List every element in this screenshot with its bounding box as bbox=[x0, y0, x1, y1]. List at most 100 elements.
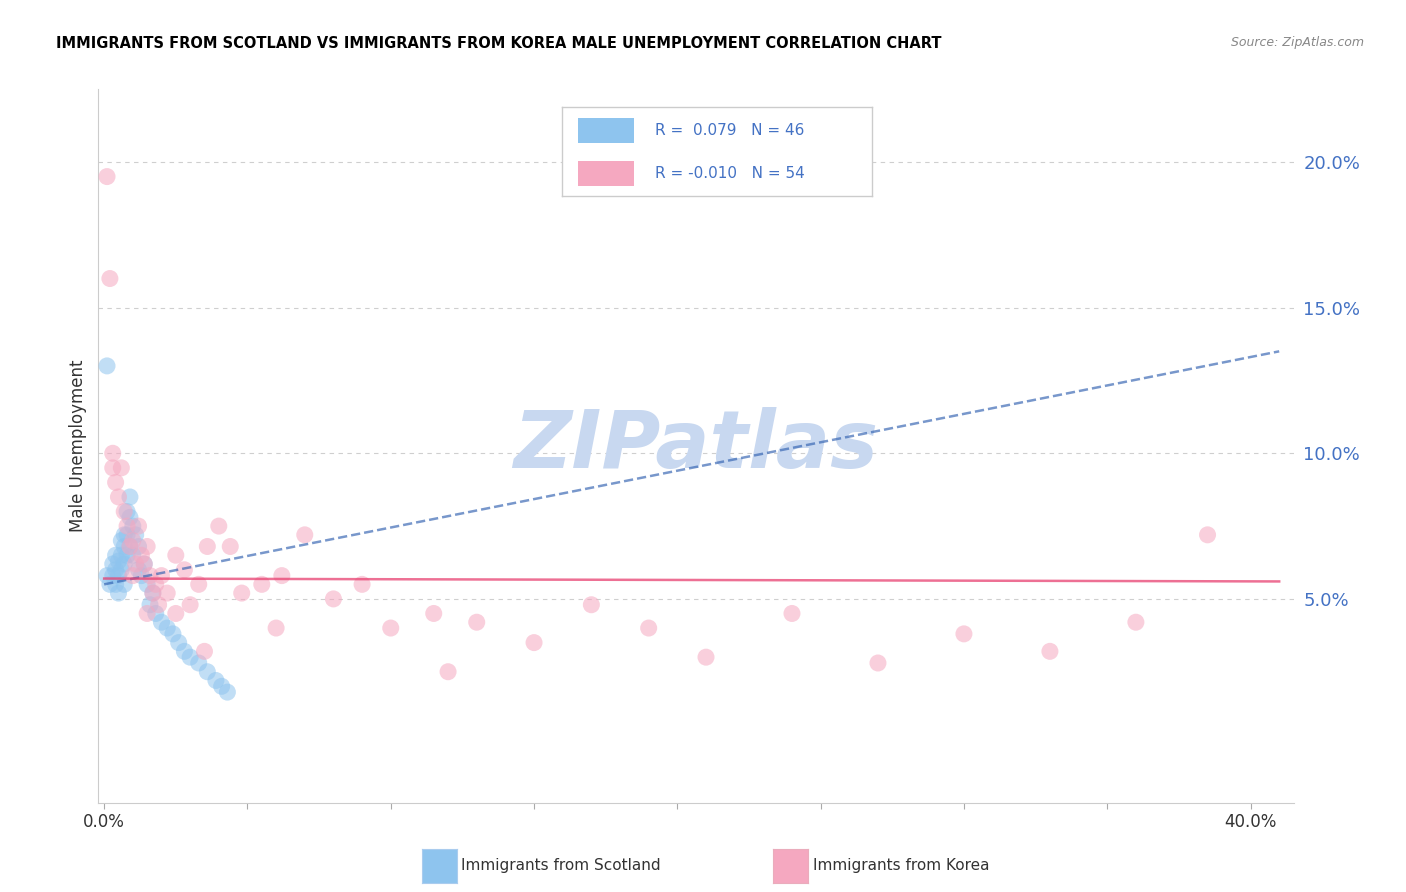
Point bbox=[107, 586, 129, 600]
Point bbox=[112, 577, 135, 591]
Point bbox=[422, 607, 444, 621]
Point bbox=[124, 557, 146, 571]
Point bbox=[128, 519, 150, 533]
Point bbox=[136, 577, 159, 591]
Point bbox=[136, 540, 159, 554]
Point bbox=[953, 627, 976, 641]
Point bbox=[205, 673, 228, 688]
Point bbox=[148, 598, 170, 612]
Point bbox=[134, 557, 156, 571]
Text: Immigrants from Korea: Immigrants from Korea bbox=[813, 858, 990, 872]
Point bbox=[270, 568, 292, 582]
Point bbox=[101, 460, 124, 475]
Point bbox=[780, 607, 803, 621]
Point bbox=[217, 685, 239, 699]
Point bbox=[104, 577, 127, 591]
Point bbox=[131, 548, 153, 562]
Point bbox=[115, 519, 138, 533]
Point bbox=[115, 504, 138, 518]
Point bbox=[523, 635, 546, 649]
Point bbox=[142, 586, 165, 600]
Point bbox=[380, 621, 402, 635]
Point bbox=[104, 475, 127, 490]
Point bbox=[112, 540, 135, 554]
Point bbox=[98, 271, 121, 285]
Point bbox=[1039, 644, 1062, 658]
Point bbox=[264, 621, 287, 635]
FancyBboxPatch shape bbox=[578, 161, 634, 186]
Point bbox=[124, 528, 146, 542]
Point bbox=[167, 635, 190, 649]
Point bbox=[107, 554, 129, 568]
Point bbox=[250, 577, 273, 591]
Point bbox=[128, 563, 150, 577]
Point bbox=[173, 644, 195, 658]
Point bbox=[165, 548, 187, 562]
Point bbox=[165, 607, 187, 621]
Point bbox=[208, 519, 231, 533]
Text: Immigrants from Scotland: Immigrants from Scotland bbox=[461, 858, 661, 872]
Point bbox=[294, 528, 316, 542]
Text: Source: ZipAtlas.com: Source: ZipAtlas.com bbox=[1230, 36, 1364, 49]
Point bbox=[98, 577, 121, 591]
Point bbox=[118, 540, 141, 554]
Point bbox=[179, 650, 201, 665]
Point bbox=[322, 591, 344, 606]
Point bbox=[121, 533, 143, 548]
Point bbox=[101, 557, 124, 571]
Point bbox=[121, 568, 143, 582]
Point bbox=[107, 568, 129, 582]
Point bbox=[211, 679, 233, 693]
Point bbox=[101, 446, 124, 460]
Point bbox=[187, 656, 209, 670]
Point bbox=[110, 563, 132, 577]
Point bbox=[139, 598, 162, 612]
Point bbox=[115, 548, 138, 562]
Point bbox=[1125, 615, 1147, 630]
Point bbox=[219, 540, 242, 554]
Point bbox=[1197, 528, 1219, 542]
Point bbox=[112, 557, 135, 571]
Point bbox=[121, 548, 143, 562]
Point bbox=[437, 665, 460, 679]
Point bbox=[195, 665, 218, 679]
Point bbox=[866, 656, 889, 670]
Point bbox=[695, 650, 717, 665]
Point bbox=[118, 540, 141, 554]
Point bbox=[110, 533, 132, 548]
Point bbox=[195, 540, 218, 554]
Point bbox=[96, 568, 118, 582]
Point bbox=[156, 621, 179, 635]
Point bbox=[96, 169, 118, 184]
Point bbox=[112, 504, 135, 518]
FancyBboxPatch shape bbox=[578, 118, 634, 143]
Text: R = -0.010   N = 54: R = -0.010 N = 54 bbox=[655, 166, 806, 180]
Point bbox=[110, 460, 132, 475]
Point bbox=[121, 519, 143, 533]
Point bbox=[193, 644, 215, 658]
Point bbox=[107, 490, 129, 504]
Point bbox=[96, 359, 118, 373]
Point bbox=[637, 621, 659, 635]
Point bbox=[156, 586, 179, 600]
Point bbox=[581, 598, 603, 612]
Point bbox=[136, 607, 159, 621]
Point bbox=[128, 540, 150, 554]
Y-axis label: Male Unemployment: Male Unemployment bbox=[69, 359, 87, 533]
Point bbox=[352, 577, 374, 591]
Point bbox=[145, 577, 167, 591]
Point bbox=[110, 548, 132, 562]
Point bbox=[179, 598, 201, 612]
Text: IMMIGRANTS FROM SCOTLAND VS IMMIGRANTS FROM KOREA MALE UNEMPLOYMENT CORRELATION : IMMIGRANTS FROM SCOTLAND VS IMMIGRANTS F… bbox=[56, 36, 942, 51]
Text: R =  0.079   N = 46: R = 0.079 N = 46 bbox=[655, 123, 804, 137]
Text: ZIPatlas: ZIPatlas bbox=[513, 407, 879, 485]
Point bbox=[101, 568, 124, 582]
Point bbox=[187, 577, 209, 591]
Point bbox=[162, 627, 184, 641]
Point bbox=[465, 615, 488, 630]
Point bbox=[104, 563, 127, 577]
Point bbox=[150, 568, 173, 582]
Point bbox=[231, 586, 253, 600]
Point bbox=[104, 548, 127, 562]
Point bbox=[118, 490, 141, 504]
